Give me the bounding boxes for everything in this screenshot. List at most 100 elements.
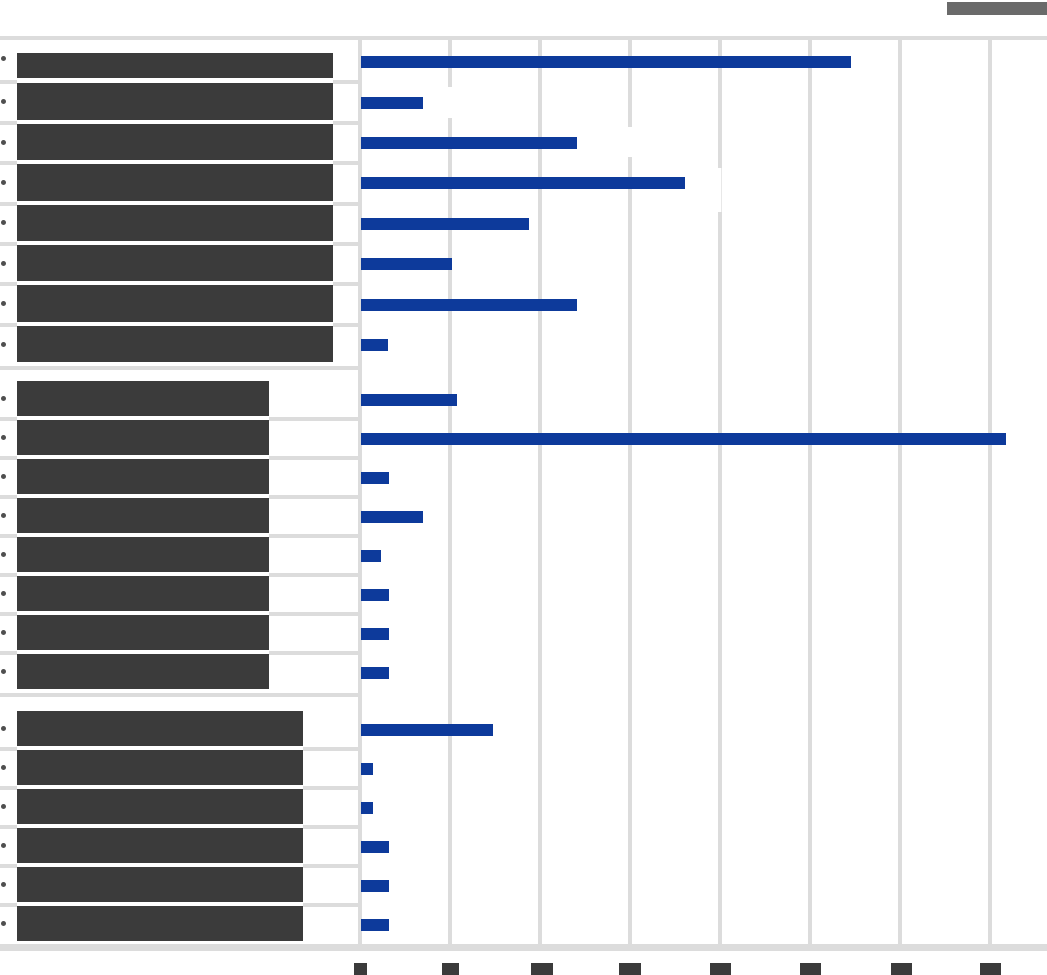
row-separator: [0, 80, 17, 85]
row-separator: [0, 201, 17, 206]
bullet-icon: [1, 513, 6, 518]
redacted-category-label: [17, 164, 333, 201]
row-separator: [0, 651, 17, 655]
redacted-category-label: [17, 123, 333, 161]
redacted-category-label: [17, 53, 333, 78]
row-separator: [0, 456, 17, 460]
row-separator: [0, 322, 17, 327]
row-separator: [269, 573, 358, 577]
plot-top-border: [0, 36, 1047, 40]
bullet-icon: [1, 765, 6, 770]
row-separator: [0, 825, 17, 829]
row-separator: [0, 747, 17, 751]
redacted-category-label: [17, 750, 303, 785]
row-separator: [269, 417, 358, 421]
bar: [361, 137, 577, 149]
bullet-icon: [1, 139, 6, 145]
bar: [361, 723, 493, 736]
bar: [361, 217, 529, 230]
redacted-category-label: [17, 537, 269, 572]
redacted-header-block: [947, 2, 1047, 15]
bullet-icon: [1, 726, 6, 731]
redacted-category-label: [17, 459, 269, 494]
whited-out-value-label: [625, 127, 637, 157]
gridline: [538, 40, 542, 944]
row-separator: [269, 534, 358, 538]
row-separator: [0, 786, 17, 790]
gridline: [808, 40, 812, 944]
redacted-category-label: [17, 867, 303, 902]
bullet-icon: [1, 591, 6, 596]
redacted-category-label: [17, 420, 269, 455]
gridline: [358, 40, 362, 944]
row-separator: [0, 573, 17, 577]
bar: [361, 840, 389, 853]
bar: [361, 762, 373, 775]
gridline: [988, 40, 992, 944]
bar: [361, 258, 452, 271]
redacted-category-label: [17, 325, 333, 363]
row-separator: [269, 651, 358, 655]
bar: [361, 879, 389, 892]
redacted-tick-label: [531, 963, 553, 975]
bar: [361, 432, 1006, 445]
row-separator: [0, 161, 17, 166]
redacted-tick-label: [354, 963, 367, 975]
bullet-icon: [1, 552, 6, 557]
row-separator: [333, 322, 358, 327]
row-separator: [333, 242, 358, 246]
bar: [361, 298, 577, 311]
redacted-category-label: [17, 285, 333, 322]
row-separator: [333, 120, 358, 125]
bullet-icon: [1, 843, 6, 848]
redacted-category-label: [17, 711, 303, 746]
redacted-category-label: [17, 204, 333, 241]
redacted-category-label: [17, 576, 269, 611]
gridline: [448, 40, 452, 944]
bullet-icon: [1, 341, 6, 347]
row-separator: [0, 417, 17, 421]
row-separator: [303, 903, 358, 907]
row-separator: [333, 80, 358, 85]
bar: [361, 801, 373, 814]
row-separator: [0, 120, 17, 125]
bar: [361, 510, 423, 523]
bar: [361, 627, 389, 640]
bar: [361, 666, 389, 679]
bar: [361, 96, 423, 109]
row-separator: [333, 282, 358, 287]
bullet-icon: [1, 474, 6, 479]
bar: [361, 918, 389, 931]
redacted-tick-label: [710, 963, 731, 975]
row-separator: [0, 864, 17, 868]
redacted-category-label: [17, 498, 269, 533]
redacted-category-label: [17, 828, 303, 863]
bar: [361, 588, 389, 601]
bullet-icon: [1, 260, 6, 266]
bar: [361, 471, 389, 484]
bullet-icon: [1, 396, 6, 401]
row-separator: [0, 612, 17, 616]
bullet-icon: [1, 804, 6, 809]
redacted-category-label: [17, 906, 303, 941]
row-separator: [303, 825, 358, 829]
row-separator: [0, 903, 17, 907]
bullet-icon: [1, 882, 6, 887]
bar: [361, 177, 685, 190]
redacted-category-label: [17, 83, 333, 120]
redacted-category-label: [17, 245, 333, 282]
redacted-category-label: [17, 615, 269, 650]
gridline: [898, 40, 902, 944]
bullet-icon: [1, 921, 6, 926]
bullet-icon: [1, 179, 6, 185]
row-separator: [0, 495, 17, 499]
redacted-category-label: [17, 381, 269, 416]
bullet-icon: [1, 99, 6, 105]
bullet-icon: [1, 630, 6, 635]
bullet-icon: [1, 435, 6, 440]
bar: [361, 339, 388, 351]
row-separator: [0, 282, 17, 287]
bullet-icon: [1, 56, 6, 61]
row-separator: [269, 456, 358, 460]
